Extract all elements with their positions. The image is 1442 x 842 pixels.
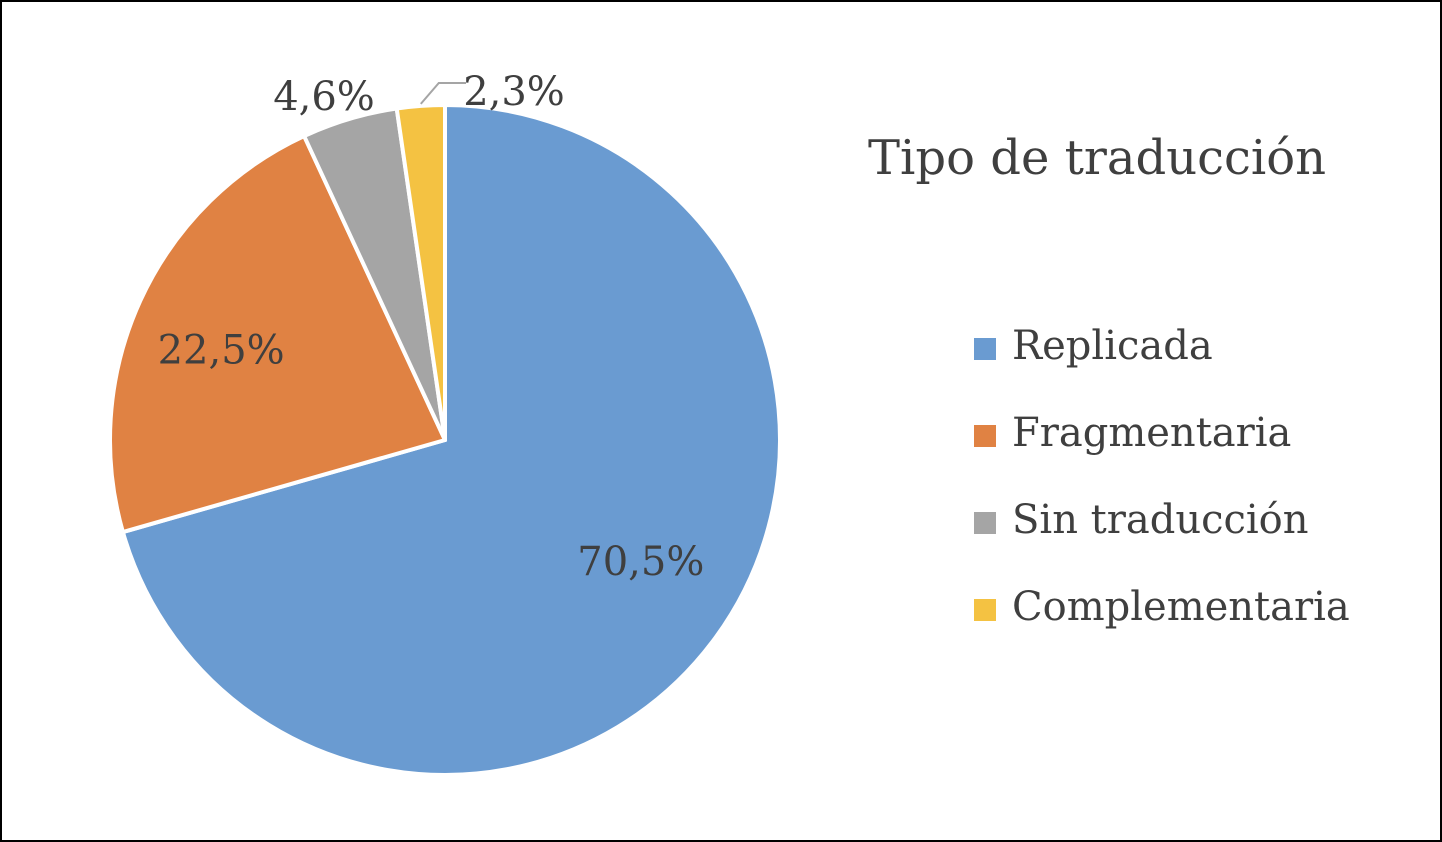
legend-item-complementaria: Complementaria xyxy=(974,584,1350,630)
leader-line-complementaria xyxy=(420,82,466,105)
legend-item-replicada: Replicada xyxy=(974,323,1213,369)
slice-labels: 70,5% 22,5% 4,6% 2,3% xyxy=(158,69,705,585)
legend-item-fragmentaria: Fragmentaria xyxy=(974,410,1291,456)
legend-label-sin-traduccion: Sin traducción xyxy=(1012,497,1309,543)
legend-swatch-complementaria xyxy=(974,599,996,621)
legend-label-fragmentaria: Fragmentaria xyxy=(1012,410,1291,456)
pie-slice-complementaria xyxy=(394,103,447,442)
chart-title: Tipo de traducción xyxy=(868,130,1326,186)
legend-label-replicada: Replicada xyxy=(1012,323,1213,369)
legend-item-sin-traduccion: Sin traducción xyxy=(974,497,1309,543)
data-label-fragmentaria: 22,5% xyxy=(158,328,285,374)
legend-swatch-fragmentaria xyxy=(974,425,996,447)
pie-slice-replicada xyxy=(120,103,782,777)
pie-slices xyxy=(108,103,782,777)
data-label-replicada: 70,5% xyxy=(577,539,704,585)
data-label-complementaria: 2,3% xyxy=(463,69,565,115)
data-label-sin-traduccion: 4,6% xyxy=(273,74,375,120)
pie-slice-fragmentaria xyxy=(108,134,447,535)
legend-label-complementaria: Complementaria xyxy=(1012,584,1350,630)
legend: Replicada Fragmentaria Sin traducción Compl… xyxy=(974,323,1350,630)
legend-swatch-replicada xyxy=(974,338,996,360)
legend-swatch-sin-traduccion xyxy=(974,512,996,534)
